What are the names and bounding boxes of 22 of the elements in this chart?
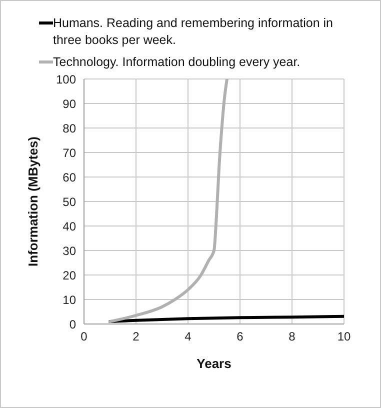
y-tick-label: 10: [62, 292, 76, 307]
y-tick-label: 60: [62, 170, 76, 184]
x-axis-title: Years: [196, 356, 232, 371]
y-tick-label: 100: [56, 72, 76, 86]
y-tick-label: 90: [62, 96, 76, 111]
line-series: [108, 79, 228, 324]
y-tick-label: 80: [62, 121, 76, 136]
y-tick-label: 30: [62, 244, 76, 258]
x-tick-label: 2: [132, 330, 140, 344]
x-tick-label: 0: [80, 330, 88, 344]
x-tick-label: 4: [184, 330, 192, 344]
legend-label: Humans. Reading and remembering information in three books per week.: [53, 15, 334, 49]
x-tick-label: 10: [337, 330, 351, 344]
y-tick-label: 40: [62, 219, 76, 234]
y-tick-label: 50: [62, 194, 76, 209]
x-tick-label: 6: [236, 330, 244, 344]
y-tick-label: 20: [62, 268, 76, 282]
y-tick-label: 70: [62, 146, 76, 160]
legend-label: Technology. Information doubling every year.: [53, 54, 300, 71]
y-tick-label: 0: [69, 317, 76, 332]
x-tick-label: 8: [288, 330, 296, 344]
y-axis-title: Information (MBytes): [26, 136, 41, 266]
